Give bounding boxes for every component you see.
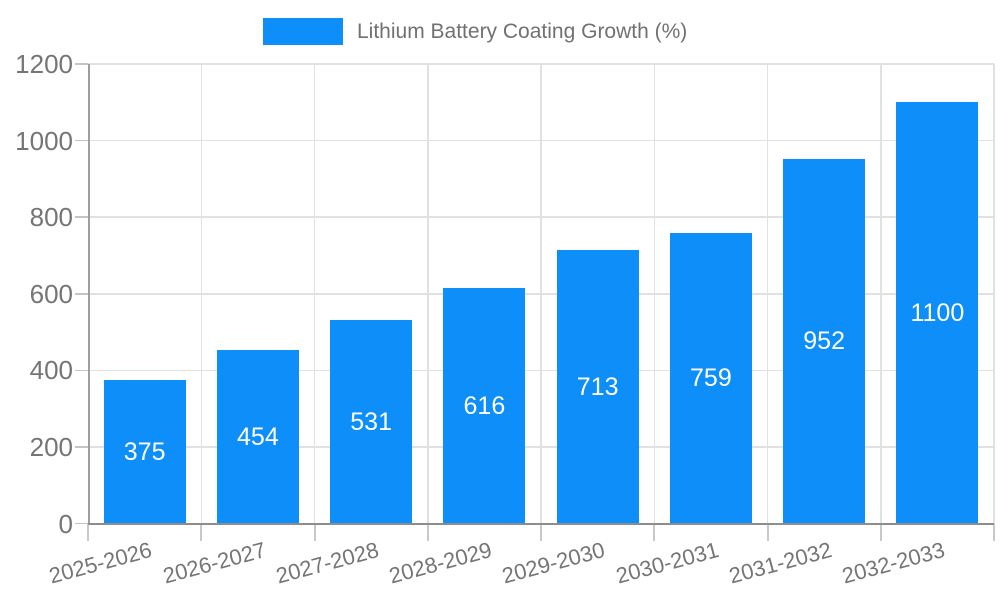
bar[interactable] <box>216 349 299 524</box>
y-axis-label: 600 <box>29 278 73 309</box>
bar[interactable] <box>556 250 639 524</box>
legend-swatch[interactable] <box>263 18 343 45</box>
legend[interactable]: Lithium Battery Coating Growth (%) <box>263 18 687 45</box>
bar-value-label: 759 <box>690 364 732 393</box>
bar[interactable] <box>330 320 413 524</box>
gridline-v <box>766 64 769 524</box>
bar[interactable] <box>896 102 979 524</box>
x-axis-label: 2030-2031 <box>612 537 722 589</box>
y-tick-mark <box>75 139 88 142</box>
bar-value-label: 713 <box>576 372 619 401</box>
x-tick-mark <box>653 523 656 541</box>
x-tick-mark <box>766 523 769 541</box>
bar-value-label: 375 <box>123 437 166 466</box>
bar[interactable] <box>669 232 752 524</box>
y-axis-label: 1000 <box>15 125 73 156</box>
y-axis-label: 200 <box>29 431 73 462</box>
gridline-v <box>427 64 429 524</box>
bar-value-label: 531 <box>350 407 392 436</box>
x-axis-label: 2025-2026 <box>46 537 155 589</box>
bar-value-label: 1100 <box>910 298 965 327</box>
legend-label: Lithium Battery Coating Growth (%) <box>357 20 688 43</box>
x-axis-label: 2027-2028 <box>273 537 382 589</box>
y-axis-label: 800 <box>29 202 73 233</box>
y-tick-mark <box>75 369 88 372</box>
x-axis-label: 2029-2030 <box>499 537 608 589</box>
gridline-v <box>653 64 655 524</box>
y-axis-label: 400 <box>29 355 73 386</box>
x-axis-line <box>88 522 994 525</box>
bar[interactable] <box>783 158 866 524</box>
x-axis-label: 2031-2032 <box>726 537 835 589</box>
gridline-v <box>200 64 202 524</box>
bar-value-label: 454 <box>237 422 279 451</box>
x-tick-mark <box>313 523 316 541</box>
x-tick-mark <box>540 523 542 541</box>
gridline-v <box>880 64 882 524</box>
y-axis-label: 1200 <box>15 49 73 79</box>
y-tick-mark <box>75 522 88 525</box>
x-tick-mark <box>993 523 995 541</box>
x-axis-label: 2026-2027 <box>159 537 269 589</box>
x-tick-mark <box>200 523 203 541</box>
bar-value-label: 952 <box>803 327 845 356</box>
y-tick-mark <box>75 63 88 65</box>
y-tick-mark <box>75 216 88 218</box>
gridline-v <box>540 64 542 524</box>
y-tick-mark <box>75 446 88 448</box>
x-axis-label: 2032-2033 <box>839 537 948 589</box>
y-axis-label: 0 <box>58 508 73 539</box>
bar-value-label: 616 <box>463 391 506 420</box>
gridline-v <box>993 64 995 524</box>
bar[interactable] <box>103 379 186 524</box>
y-axis-line <box>88 64 90 524</box>
x-tick-mark <box>426 523 429 541</box>
bar[interactable] <box>443 287 526 524</box>
x-tick-mark <box>87 523 89 541</box>
gridline-v <box>313 64 316 524</box>
y-tick-mark <box>75 293 88 295</box>
x-tick-mark <box>879 523 882 541</box>
x-axis-label: 2028-2029 <box>386 537 495 589</box>
